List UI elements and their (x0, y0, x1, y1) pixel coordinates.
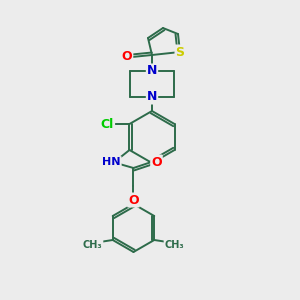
Text: S: S (176, 46, 184, 59)
Text: O: O (122, 50, 132, 64)
Text: CH₃: CH₃ (83, 240, 103, 250)
Text: N: N (147, 91, 157, 103)
Text: Cl: Cl (101, 118, 114, 130)
Text: CH₃: CH₃ (164, 240, 184, 250)
Text: N: N (147, 64, 157, 77)
Text: O: O (151, 155, 162, 169)
Text: HN: HN (102, 157, 121, 167)
Text: O: O (128, 194, 139, 206)
